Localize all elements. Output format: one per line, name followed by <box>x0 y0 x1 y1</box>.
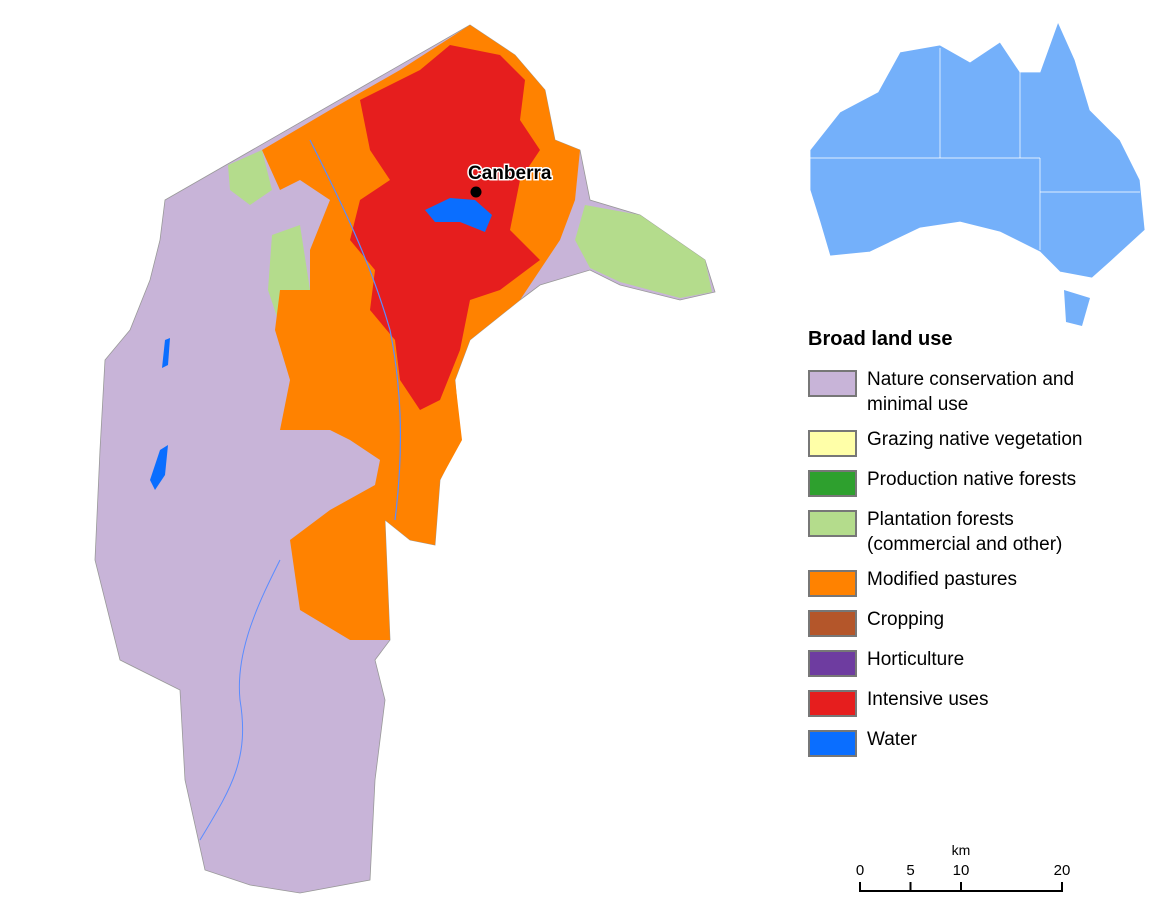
legend-swatch <box>808 430 857 457</box>
legend-label: Production native forests <box>867 469 1077 490</box>
legend-label: Intensive uses <box>867 689 989 710</box>
scale-tick-label: 20 <box>1054 862 1071 879</box>
legend-label: Modified pastures <box>867 569 1017 590</box>
scale-tick-label: 10 <box>953 862 970 879</box>
legend-title: Broad land use <box>808 328 953 350</box>
scale-tick-label: 5 <box>906 862 914 879</box>
australia-inset <box>809 20 1146 279</box>
lake <box>425 198 492 232</box>
plantation-area <box>575 205 712 298</box>
scale-tick-label: 0 <box>856 862 864 879</box>
tasmania <box>1064 290 1090 326</box>
legend-swatch <box>808 510 857 537</box>
legend-label: Plantation forests (commercial and other… <box>867 509 1063 555</box>
legend-item: Plantation forests (commercial and other… <box>808 509 1108 557</box>
legend-item: Production native forests <box>808 469 1108 497</box>
legend-label: Grazing native vegetation <box>867 429 1083 450</box>
legend-item: Water <box>808 729 1108 757</box>
legend-item: Horticulture <box>808 649 1108 677</box>
legend-label: Horticulture <box>867 649 965 670</box>
plantation-area <box>228 150 272 205</box>
legend-label: Nature conservation and minimal use <box>867 369 1075 415</box>
intensive-area <box>350 45 540 410</box>
legend-items: Nature conservation and minimal use Grazi… <box>808 369 1108 757</box>
scale-bar: km 0 5 10 20 <box>856 842 1071 892</box>
legend-swatch <box>808 470 857 497</box>
reservoir <box>150 445 168 490</box>
scale-unit: km <box>952 842 971 858</box>
city-marker <box>470 186 482 198</box>
reservoir <box>162 338 170 368</box>
legend-swatch <box>808 690 857 717</box>
legend-item: Cropping <box>808 609 1108 637</box>
legend-item: Modified pastures <box>808 569 1108 597</box>
legend-swatch <box>808 730 857 757</box>
legend-swatch <box>808 370 857 397</box>
legend-item: Grazing native vegetation <box>808 429 1108 457</box>
legend-swatch <box>808 570 857 597</box>
legend-swatch <box>808 610 857 637</box>
legend-label: Cropping <box>867 609 945 630</box>
legend-item: Nature conservation and minimal use <box>808 369 1108 417</box>
city-label: Canberra <box>468 163 552 184</box>
legend: Broad land use Nature conservation and m… <box>808 328 1108 769</box>
legend-swatch <box>808 650 857 677</box>
legend-label: Water <box>867 729 917 750</box>
legend-item: Intensive uses <box>808 689 1108 717</box>
